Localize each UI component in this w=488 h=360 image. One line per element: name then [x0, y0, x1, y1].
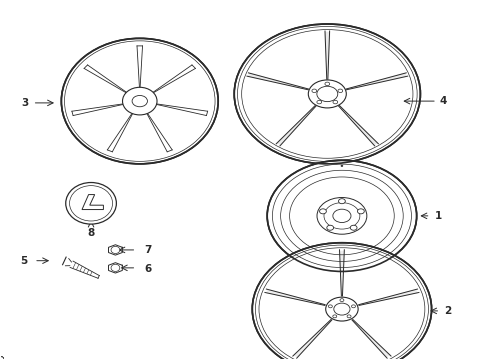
Ellipse shape	[111, 264, 120, 271]
Polygon shape	[276, 105, 316, 146]
Ellipse shape	[61, 39, 218, 164]
Ellipse shape	[332, 100, 337, 104]
Ellipse shape	[0, 357, 3, 360]
Polygon shape	[247, 72, 309, 90]
Ellipse shape	[111, 246, 120, 253]
Polygon shape	[292, 319, 332, 358]
Ellipse shape	[337, 89, 342, 93]
Ellipse shape	[122, 87, 157, 115]
Text: 2: 2	[443, 306, 450, 316]
Ellipse shape	[311, 89, 316, 93]
Ellipse shape	[252, 243, 431, 360]
Text: 4: 4	[438, 96, 446, 106]
Ellipse shape	[307, 80, 346, 108]
Ellipse shape	[0, 357, 3, 360]
Text: 5: 5	[20, 256, 28, 266]
Ellipse shape	[357, 209, 364, 214]
Ellipse shape	[338, 199, 345, 204]
Ellipse shape	[65, 183, 116, 224]
Ellipse shape	[349, 225, 356, 230]
Polygon shape	[338, 251, 345, 297]
Ellipse shape	[326, 225, 333, 230]
Polygon shape	[351, 319, 390, 358]
Polygon shape	[357, 289, 417, 306]
Ellipse shape	[340, 165, 342, 167]
Ellipse shape	[324, 203, 359, 229]
Ellipse shape	[339, 299, 343, 302]
Polygon shape	[265, 289, 325, 306]
Ellipse shape	[346, 315, 350, 318]
Ellipse shape	[0, 357, 3, 360]
Polygon shape	[324, 32, 330, 80]
Ellipse shape	[332, 209, 350, 222]
Ellipse shape	[316, 100, 321, 104]
Ellipse shape	[324, 82, 329, 86]
Text: 6: 6	[144, 264, 152, 274]
Text: 7: 7	[144, 245, 152, 255]
Ellipse shape	[319, 209, 325, 214]
Text: 3: 3	[21, 98, 29, 108]
Ellipse shape	[234, 24, 420, 164]
Ellipse shape	[332, 315, 336, 318]
Polygon shape	[337, 105, 378, 146]
Ellipse shape	[333, 303, 349, 315]
Ellipse shape	[325, 297, 357, 321]
Ellipse shape	[316, 86, 337, 102]
Polygon shape	[345, 72, 406, 90]
Ellipse shape	[351, 305, 355, 308]
Ellipse shape	[316, 198, 366, 234]
Ellipse shape	[328, 305, 332, 308]
Ellipse shape	[0, 357, 3, 360]
Ellipse shape	[266, 160, 416, 271]
Ellipse shape	[132, 95, 147, 107]
Text: 1: 1	[433, 211, 441, 221]
Text: 8: 8	[87, 228, 95, 238]
Ellipse shape	[0, 357, 3, 360]
